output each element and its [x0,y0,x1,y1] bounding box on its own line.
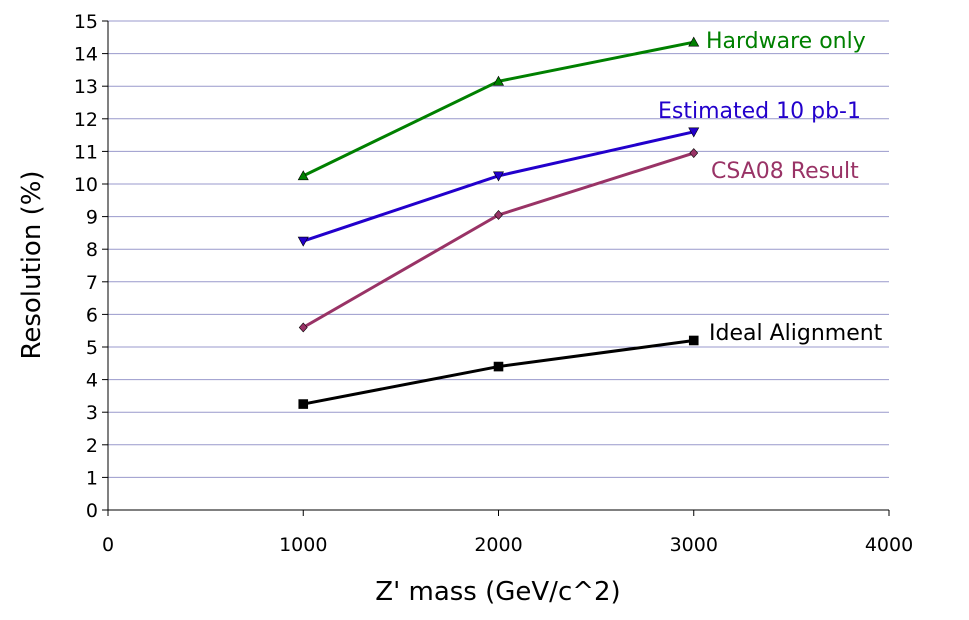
series-lines [297,36,700,409]
data-point-ideal-alignment [298,399,309,409]
y-tick-label: 12 [74,109,98,131]
data-point-hardware-only [688,36,700,47]
data-point-csa08-result [298,322,308,333]
x-axis-title: Z' mass (GeV/c^2) [375,577,620,607]
y-tick-label: 4 [86,370,98,392]
y-tick-label: 0 [86,500,98,522]
x-tick-labels: 0 1000 2000 3000 4000 [102,534,913,556]
y-tick-label: 6 [86,304,98,326]
series-label-estimated-10-pb-1: Estimated 10 pb-1 [658,99,861,124]
x-tick-label: 3000 [670,534,718,556]
y-tick-label: 9 [86,207,98,229]
data-point-ideal-alignment [493,361,504,372]
y-tick-label: 13 [74,76,98,98]
x-tick-label: 4000 [865,534,913,556]
series-line-ideal-alignment [302,338,694,406]
data-point-estimated-10-pb-1 [297,236,309,247]
data-point-ideal-alignment [688,335,699,346]
gridlines [108,20,889,478]
y-tick-label: 3 [86,402,98,424]
y-tick-label: 8 [86,239,98,261]
data-point-hardware-only [297,170,309,181]
y-tick-label: 2 [86,435,98,457]
y-tick-label: 10 [74,174,98,196]
series-label-ideal-alignment: Ideal Alignment [709,321,883,346]
axes [102,20,890,516]
y-axis-title: Resolution (%) [17,170,47,359]
series-labels: Hardware only Estimated 10 pb-1 CSA08 Resu… [658,29,883,346]
series-label-csa08-result: CSA08 Result [711,159,859,184]
y-tick-label: 15 [74,11,98,33]
series-line-hardware-only [302,40,695,178]
data-point-hardware-only [492,75,505,86]
y-tick-label: 1 [86,467,98,489]
x-tick-label: 2000 [474,534,522,556]
data-point-estimated-10-pb-1 [492,171,505,182]
y-tick-label: 11 [74,141,98,163]
data-point-estimated-10-pb-1 [688,127,700,138]
series-label-hardware-only: Hardware only [706,29,866,54]
data-point-csa08-result [494,210,503,220]
y-tick-label: 5 [86,337,98,359]
data-point-csa08-result [689,148,699,158]
x-tick-label: 0 [102,534,114,556]
y-tick-label: 14 [74,44,98,66]
x-tick-label: 1000 [279,534,327,556]
y-tick-label: 7 [86,272,98,294]
